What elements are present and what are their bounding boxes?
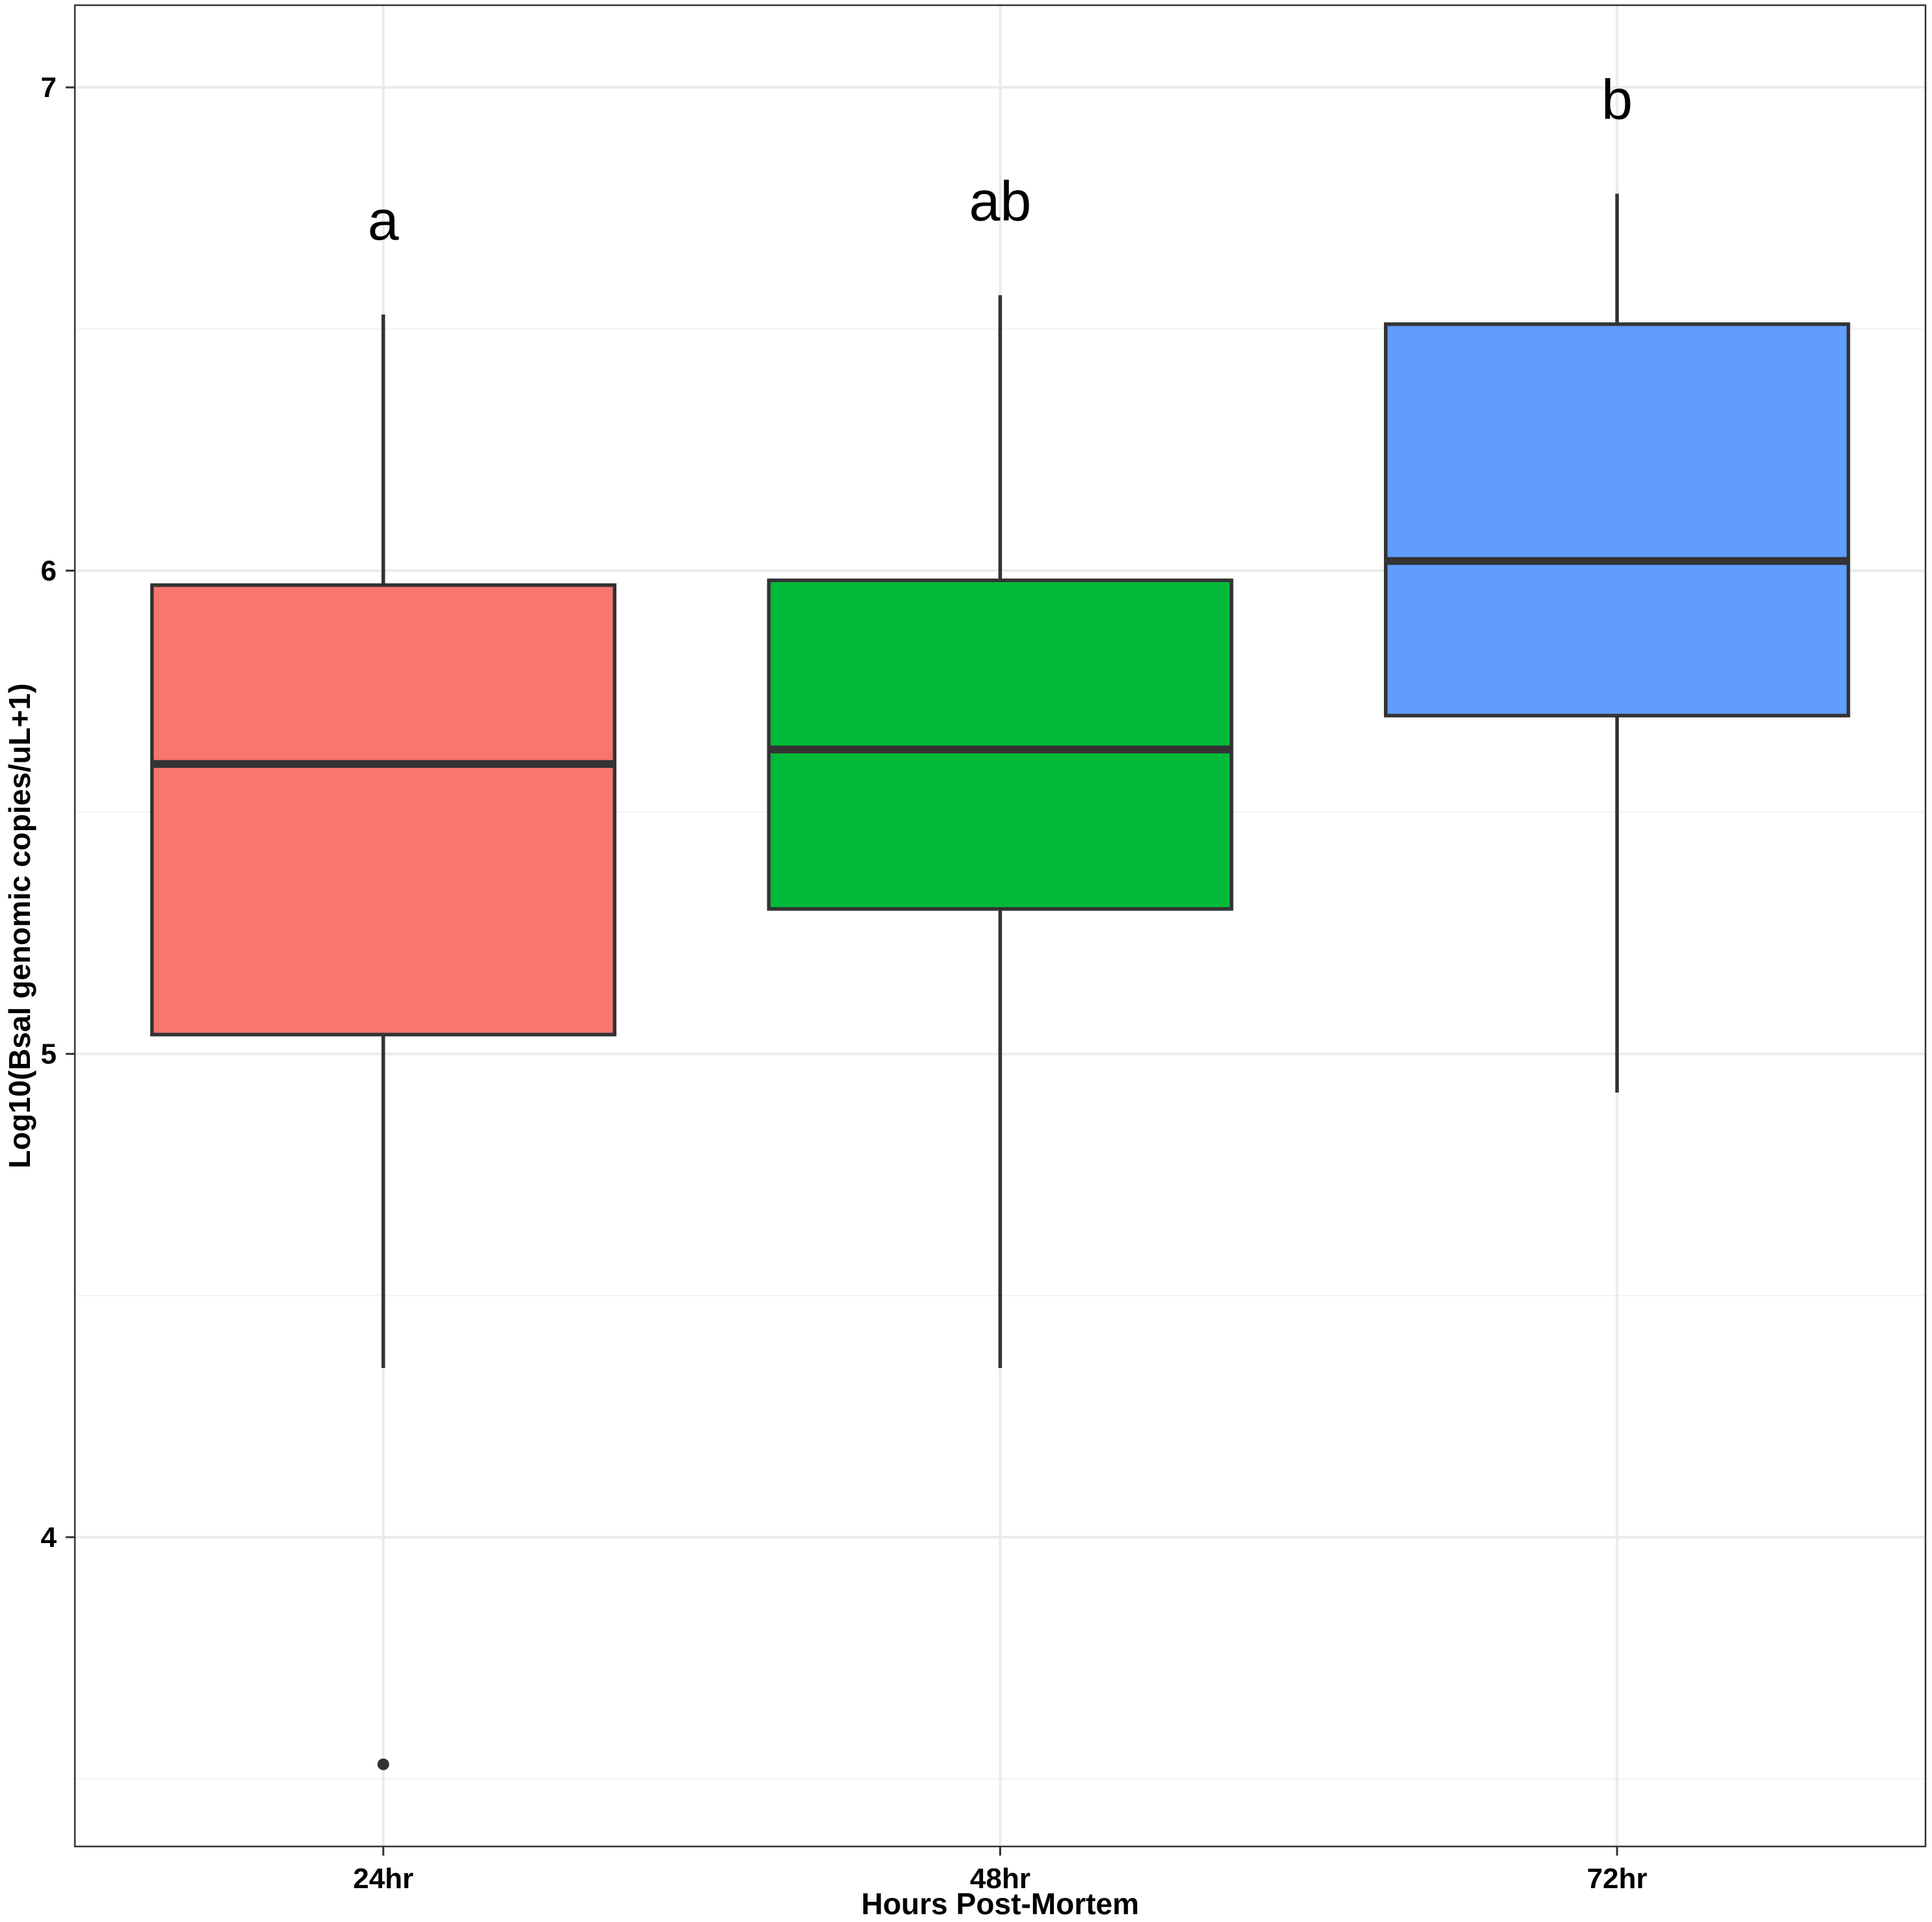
- significance-letter: a: [368, 189, 399, 252]
- y-axis-title: Log10(Bsal genomic copies/uL+1): [3, 683, 36, 1168]
- box-72hr: [1384, 193, 1851, 1093]
- x-tick-label: 24hr: [353, 1863, 413, 1895]
- x-tick-label: 48hr: [970, 1863, 1030, 1895]
- box-body: [767, 578, 1234, 911]
- box-24hr: [150, 314, 616, 1770]
- significance-letters: a ab b: [368, 68, 1633, 252]
- box-body: [1384, 322, 1851, 717]
- y-tick-label: 4: [41, 1522, 57, 1553]
- x-tick-label: 72hr: [1587, 1863, 1648, 1895]
- y-tick-label: 5: [41, 1038, 57, 1070]
- axis-ticks: 4 5 6 7 24hr 48hr 72hr: [41, 72, 1648, 1895]
- box-48hr: [767, 295, 1234, 1369]
- significance-letter: ab: [969, 170, 1032, 232]
- y-tick-label: 6: [41, 555, 57, 587]
- x-axis-title: Hours Post-Mortem: [861, 1887, 1139, 1921]
- box-body: [150, 583, 616, 1037]
- boxes: [150, 193, 1851, 1770]
- y-tick-label: 7: [41, 72, 57, 104]
- significance-letter: b: [1601, 68, 1633, 131]
- outlier-point: [377, 1758, 389, 1770]
